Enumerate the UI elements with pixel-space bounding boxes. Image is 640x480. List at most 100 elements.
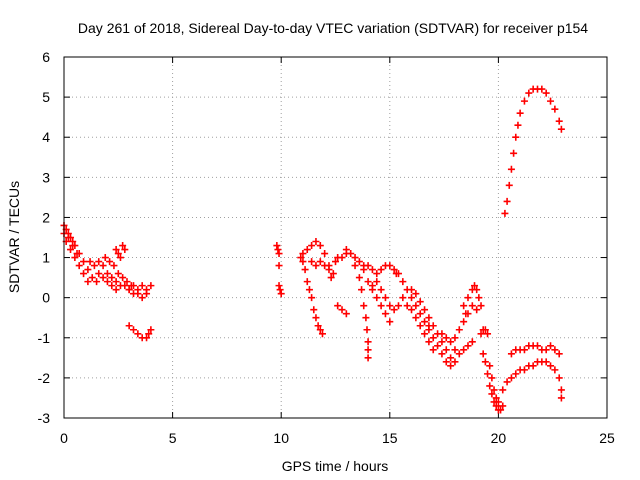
data-point: [386, 302, 394, 310]
data-point: [312, 314, 320, 322]
data-points: [60, 85, 565, 414]
data-point: [390, 266, 398, 274]
data-point: [421, 330, 429, 338]
plot-frame: [63, 56, 608, 419]
data-point: [316, 258, 324, 266]
data-point: [538, 85, 546, 93]
data-point: [557, 394, 565, 402]
data-point: [138, 294, 146, 302]
data-point: [503, 197, 511, 205]
data-point: [460, 318, 468, 326]
data-point: [447, 354, 455, 362]
data-point: [477, 330, 485, 338]
data-point: [121, 282, 129, 290]
data-point: [499, 386, 507, 394]
data-point: [143, 286, 151, 294]
data-point: [303, 278, 311, 286]
data-point: [138, 282, 146, 290]
data-point: [421, 306, 429, 314]
data-point: [464, 310, 472, 318]
data-point: [368, 286, 376, 294]
y-axis-label: SDTVAR / TECUs: [6, 181, 22, 293]
data-point: [108, 274, 116, 282]
y-tick-label: -3: [38, 410, 51, 426]
data-point: [351, 254, 359, 262]
data-point: [481, 326, 489, 334]
data-point: [134, 330, 142, 338]
data-point: [555, 374, 563, 382]
data-point: [360, 266, 368, 274]
x-tick-label: 5: [169, 430, 177, 446]
data-point: [80, 270, 88, 278]
data-point: [119, 274, 127, 282]
data-point: [305, 286, 313, 294]
data-point: [95, 258, 103, 266]
data-point: [557, 386, 565, 394]
y-tick-label: 3: [42, 169, 50, 185]
data-point: [145, 330, 153, 338]
data-point: [308, 242, 316, 250]
data-point: [442, 358, 450, 366]
data-point: [114, 250, 122, 258]
data-point: [99, 274, 107, 282]
data-point: [351, 262, 359, 270]
data-point: [334, 302, 342, 310]
data-point: [71, 254, 79, 262]
data-point: [460, 346, 468, 354]
data-point: [473, 286, 481, 294]
data-point: [525, 89, 533, 97]
data-point: [464, 294, 472, 302]
data-point: [321, 262, 329, 270]
data-point: [86, 258, 94, 266]
data-point: [381, 294, 389, 302]
y-tick-label: 6: [42, 49, 50, 65]
data-point: [425, 322, 433, 330]
data-point: [555, 117, 563, 125]
data-point: [488, 390, 496, 398]
chart-title: Day 261 of 2018, Sidereal Day-to-day VTE…: [78, 20, 588, 36]
data-point: [416, 322, 424, 330]
data-point: [429, 334, 437, 342]
data-point: [303, 246, 311, 254]
data-point: [360, 302, 368, 310]
data-point: [494, 398, 502, 406]
data-point: [275, 282, 283, 290]
data-point: [512, 370, 520, 378]
data-point: [490, 386, 498, 394]
data-point: [80, 258, 88, 266]
data-point: [373, 294, 381, 302]
data-point: [399, 278, 407, 286]
data-point: [555, 350, 563, 358]
data-point: [408, 294, 416, 302]
data-point: [69, 242, 77, 250]
data-point: [67, 246, 75, 254]
data-point: [368, 266, 376, 274]
data-point: [421, 318, 429, 326]
data-point: [327, 274, 335, 282]
data-point: [425, 314, 433, 322]
data-point: [130, 282, 138, 290]
data-point: [147, 326, 155, 334]
data-point: [484, 330, 492, 338]
data-point: [481, 358, 489, 366]
data-point: [464, 342, 472, 350]
data-point: [362, 314, 370, 322]
data-point: [75, 262, 83, 270]
data-point: [451, 334, 459, 342]
data-point: [274, 246, 282, 254]
data-point: [386, 262, 394, 270]
data-point: [512, 133, 520, 141]
x-tick-label: 0: [60, 430, 68, 446]
data-point: [103, 278, 111, 286]
data-point: [329, 270, 337, 278]
data-point: [551, 366, 559, 374]
data-point: [381, 310, 389, 318]
data-point: [507, 350, 515, 358]
data-point: [316, 242, 324, 250]
data-point: [484, 370, 492, 378]
data-point: [447, 362, 455, 370]
data-point: [125, 322, 133, 330]
data-point: [332, 258, 339, 266]
data-point: [520, 97, 528, 105]
